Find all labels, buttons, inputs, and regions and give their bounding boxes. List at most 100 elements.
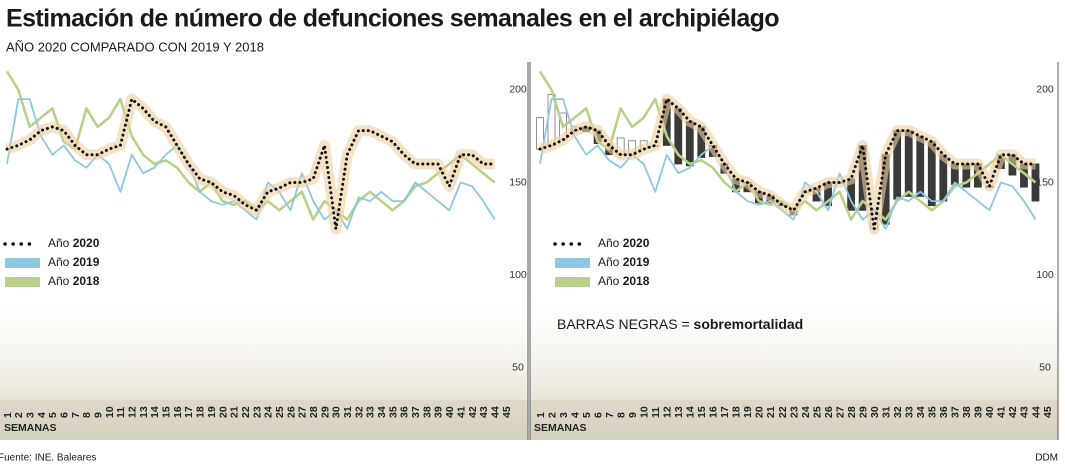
mortality-bar <box>916 135 925 197</box>
x-tick-label: 35 <box>387 406 399 418</box>
x-tick-label: 28 <box>846 406 858 418</box>
x-tick-label: 11 <box>115 407 127 418</box>
x-tick-label: 43 <box>478 406 490 418</box>
axis-band <box>0 400 528 440</box>
x-tick-label: 21 <box>765 406 777 418</box>
x-tick-label: 2 <box>13 412 25 418</box>
x-tick-label: 42 <box>467 406 479 418</box>
x-tick-label: 44 <box>1030 406 1042 418</box>
x-tick-label: 23 <box>251 406 263 418</box>
legend-label: Año 2020 <box>598 236 650 250</box>
x-tick-label: 37 <box>410 406 422 418</box>
mortality-bar <box>904 130 913 197</box>
x-tick-label: 29 <box>857 406 869 418</box>
x-tick-label: 21 <box>229 406 241 418</box>
x-tick-label: 16 <box>708 406 720 418</box>
x-tick-label: 9 <box>627 412 639 418</box>
x-tick-label: 14 <box>149 406 161 418</box>
x-tick-label: 16 <box>172 406 184 418</box>
x-tick-label: 12 <box>127 406 139 418</box>
axis-band <box>530 400 1058 440</box>
x-tick-label: 25 <box>811 406 823 418</box>
x-tick-label: 20 <box>217 406 229 418</box>
x-tick-label: 10 <box>638 406 650 418</box>
x-tick-label: 41 <box>996 406 1008 418</box>
y-tick-label: 200 <box>509 84 527 96</box>
y-tick-label: 50 <box>1039 362 1051 374</box>
x-axis-title: SEMANAS <box>4 422 57 434</box>
x-tick-label: 30 <box>331 406 343 418</box>
legend-swatch <box>5 277 40 287</box>
x-tick-label: 18 <box>195 406 207 418</box>
x-tick-label: 24 <box>800 406 812 418</box>
title: Estimación de número de defunciones sema… <box>6 5 779 33</box>
y-tick-label: 50 <box>512 362 524 374</box>
x-tick-label: 19 <box>742 406 754 418</box>
x-tick-label: 2 <box>546 412 558 418</box>
x-tick-label: 25 <box>274 406 286 418</box>
x-tick-label: 29 <box>319 406 331 418</box>
x-tick-label: 4 <box>36 412 48 418</box>
x-tick-label: 22 <box>777 406 789 418</box>
x-tick-label: 15 <box>161 406 173 418</box>
x-tick-label: 11 <box>650 407 662 418</box>
x-tick-label: 40 <box>444 406 456 418</box>
x-tick-label: 7 <box>70 412 82 418</box>
source: Fuente: INE. Baleares <box>0 453 96 464</box>
x-tick-label: 1 <box>2 412 14 418</box>
y-tick-label: 150 <box>1036 176 1054 188</box>
x-tick-label: 42 <box>1007 406 1019 418</box>
line-1 <box>539 98 1037 230</box>
credit: DDM <box>1035 453 1058 464</box>
y-tick-label: 200 <box>1036 84 1054 96</box>
y-tick-label: 100 <box>509 269 527 281</box>
y-tick-label: 150 <box>509 176 527 188</box>
x-tick-label: 5 <box>47 412 59 418</box>
legend-label: Año 2019 <box>48 255 100 269</box>
x-tick-label: 43 <box>1019 406 1031 418</box>
legend-label: Año 2018 <box>48 274 100 288</box>
x-tick-label: 39 <box>973 406 985 418</box>
x-tick-label: 5 <box>581 412 593 418</box>
legend-swatch <box>555 258 590 268</box>
x-tick-label: 10 <box>104 406 116 418</box>
x-tick-label: 23 <box>788 406 800 418</box>
legend-label: Año 2018 <box>598 274 650 288</box>
x-tick-label: 34 <box>915 406 927 418</box>
x-tick-label: 17 <box>719 406 731 418</box>
x-tick-label: 33 <box>365 406 377 418</box>
x-tick-label: 22 <box>240 406 252 418</box>
x-tick-label: 3 <box>558 412 570 418</box>
x-tick-label: 17 <box>183 406 195 418</box>
x-tick-label: 20 <box>754 406 766 418</box>
x-tick-label: 4 <box>569 412 581 418</box>
x-tick-label: 38 <box>421 406 433 418</box>
subtitle: AÑO 2020 COMPARADO CON 2019 Y 2018 <box>6 39 264 54</box>
x-tick-label: 6 <box>58 412 70 418</box>
x-tick-label: 26 <box>823 406 835 418</box>
x-tick-label: 1 <box>535 412 547 418</box>
x-tick-label: 24 <box>263 406 275 418</box>
x-tick-label: 32 <box>353 406 365 418</box>
x-tick-label: 34 <box>376 406 388 418</box>
x-tick-label: 36 <box>399 406 411 418</box>
line-1 <box>6 98 496 230</box>
annotation: BARRAS NEGRAS = sobremortalidad <box>557 316 803 332</box>
x-tick-label: 18 <box>731 406 743 418</box>
legend-swatch <box>555 277 590 287</box>
x-tick-label: 14 <box>685 406 697 418</box>
x-tick-label: 27 <box>297 406 309 418</box>
x-tick-label: 19 <box>206 406 218 418</box>
x-tick-label: 31 <box>342 406 354 418</box>
x-tick-label: 26 <box>285 406 297 418</box>
x-tick-label: 12 <box>662 406 674 418</box>
x-tick-label: 28 <box>308 406 320 418</box>
x-tick-label: 13 <box>138 406 150 418</box>
legend-swatch <box>5 258 40 268</box>
x-tick-label: 7 <box>604 412 616 418</box>
x-tick-label: 30 <box>869 406 881 418</box>
x-tick-label: 8 <box>615 412 627 418</box>
x-tick-label: 39 <box>433 406 445 418</box>
x-tick-label: 45 <box>501 406 513 418</box>
